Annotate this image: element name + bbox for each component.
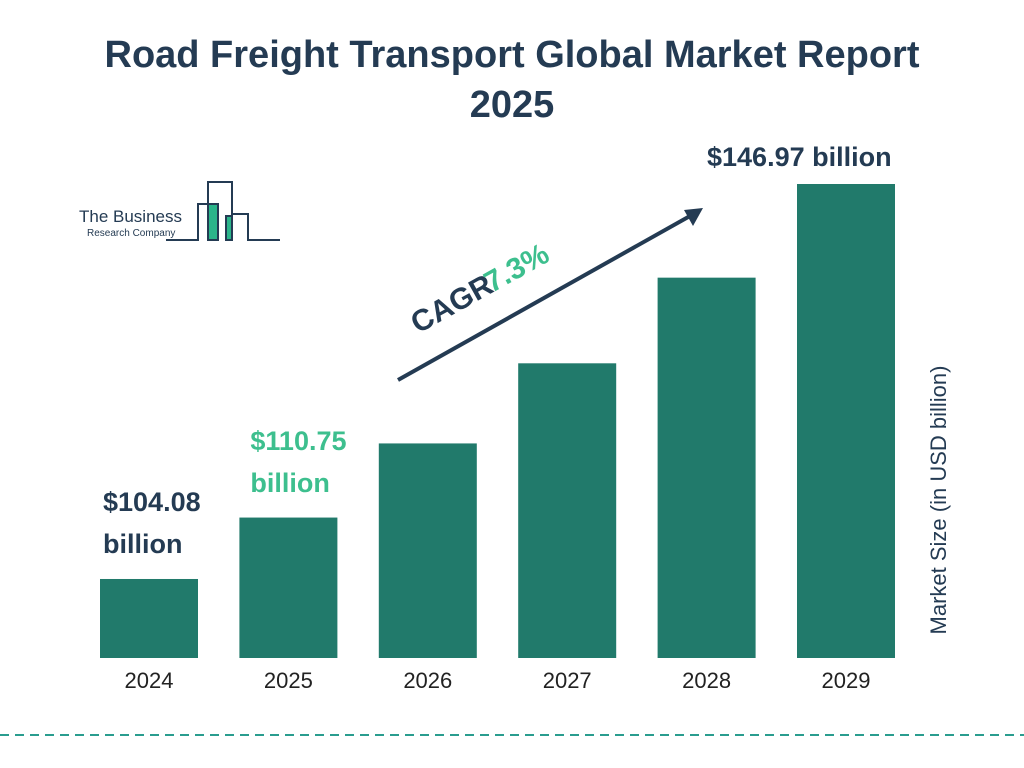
x-tick-label: 2027 [543,668,592,693]
bar [239,517,338,658]
x-tick-label: 2025 [264,668,313,693]
bar [657,277,756,658]
cagr-arrow [397,214,691,382]
bar [797,184,895,658]
arrow-head [684,208,703,226]
logo-text: The Business [79,207,182,226]
value-label: $110.75 billion [250,425,347,498]
chart-title: Road Freight Transport Global Market Rep… [104,34,920,126]
bar [518,363,617,658]
x-tick-label: 2028 [682,668,731,693]
bar [378,443,477,658]
value-label: $146.97 billion [707,142,892,172]
bar [100,578,198,658]
cagr-group: CAGR 7.3% [405,237,554,340]
x-tick-label: 2024 [125,668,174,693]
value-label: $104.08 billion [103,486,201,559]
logo-subtext: Research Company [87,228,175,239]
x-tick-label: 2029 [822,668,871,693]
x-tick-label: 2026 [403,668,452,693]
y-axis-label: Market Size (in USD billion) [926,366,951,635]
cagr-value: 7.3% [479,237,555,299]
logo [166,181,280,241]
